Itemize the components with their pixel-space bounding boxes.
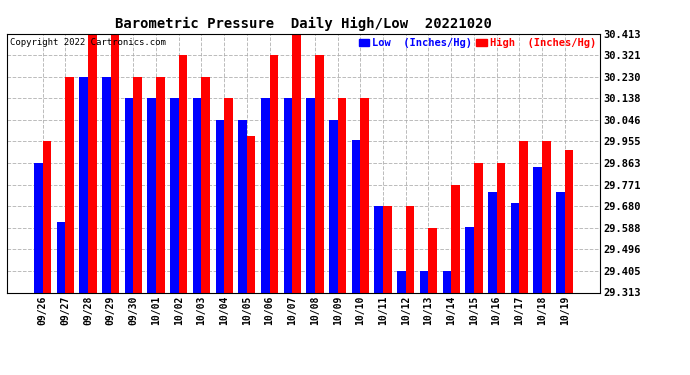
Bar — [488, 192, 497, 292]
Bar — [125, 98, 133, 292]
Bar — [261, 98, 270, 292]
Bar — [533, 167, 542, 292]
Bar — [564, 150, 573, 292]
Bar — [284, 98, 293, 292]
Bar — [360, 98, 369, 292]
Bar — [193, 98, 201, 292]
Bar — [337, 98, 346, 292]
Bar — [451, 185, 460, 292]
Bar — [306, 98, 315, 292]
Legend: Low  (Inches/Hg), High  (Inches/Hg): Low (Inches/Hg), High (Inches/Hg) — [355, 34, 600, 52]
Bar — [201, 77, 210, 292]
Text: Copyright 2022 Cartronics.com: Copyright 2022 Cartronics.com — [10, 38, 166, 46]
Bar — [156, 77, 165, 292]
Bar — [511, 202, 520, 292]
Bar — [352, 140, 360, 292]
Bar — [179, 56, 188, 292]
Title: Barometric Pressure  Daily High/Low  20221020: Barometric Pressure Daily High/Low 20221… — [115, 17, 492, 31]
Bar — [65, 77, 74, 292]
Bar — [43, 141, 51, 292]
Bar — [224, 98, 233, 292]
Bar — [170, 98, 179, 292]
Bar — [556, 192, 564, 292]
Bar — [397, 271, 406, 292]
Bar — [79, 77, 88, 292]
Bar — [520, 141, 528, 292]
Bar — [215, 120, 224, 292]
Bar — [375, 206, 383, 292]
Bar — [329, 120, 337, 292]
Bar — [88, 34, 97, 292]
Bar — [293, 34, 301, 292]
Bar — [148, 98, 156, 292]
Bar — [238, 120, 247, 292]
Bar — [465, 227, 474, 292]
Bar — [383, 206, 392, 292]
Bar — [34, 163, 43, 292]
Bar — [474, 163, 482, 292]
Bar — [247, 136, 255, 292]
Bar — [270, 56, 278, 292]
Bar — [406, 206, 415, 292]
Bar — [133, 77, 142, 292]
Bar — [315, 56, 324, 292]
Bar — [57, 222, 65, 292]
Bar — [420, 271, 428, 292]
Bar — [442, 271, 451, 292]
Bar — [102, 77, 110, 292]
Bar — [542, 141, 551, 292]
Bar — [497, 163, 505, 292]
Bar — [110, 34, 119, 292]
Bar — [428, 228, 437, 292]
